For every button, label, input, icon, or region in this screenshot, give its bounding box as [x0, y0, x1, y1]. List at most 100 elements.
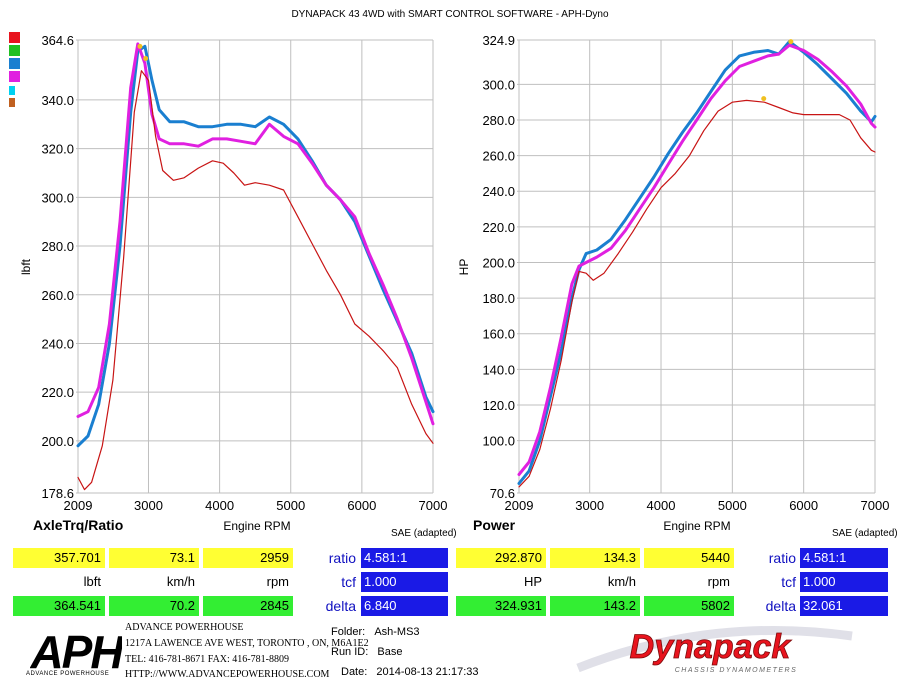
chart-title: Power: [473, 517, 516, 533]
legend-swatch: [9, 58, 20, 69]
torque-peak-rpm: 2845: [203, 596, 293, 616]
correction-standard-label: SAE (adapted): [832, 528, 898, 539]
tcf-label: tcf: [781, 574, 796, 590]
y-tick-label: 260.0: [482, 149, 515, 164]
date-value: 2014-08-13 21:17:33: [376, 666, 479, 678]
torque-unit: lbft: [83, 574, 101, 589]
delta-label: delta: [765, 598, 796, 614]
x-tick-label: 6000: [347, 498, 376, 513]
date-label: Date:: [341, 666, 368, 678]
torque-peak-speed: 70.2: [109, 596, 199, 616]
company-address: 1217A LAWENCE AVE WEST, TORONTO , ON, M6…: [125, 638, 369, 649]
torque-cursor-rpm: 2959: [203, 548, 293, 568]
ratio-label: ratio: [328, 550, 356, 566]
y-tick-label: 200.0: [41, 434, 74, 449]
x-tick-label: 2009: [505, 498, 534, 513]
power-peak-value: 324.931: [456, 596, 546, 616]
series-line: [517, 43, 877, 476]
aph-logo-subtitle: ADVANCE POWERHOUSE: [26, 671, 110, 677]
speed-unit: km/h: [607, 574, 636, 589]
y-tick-label: 340.0: [41, 93, 74, 108]
x-tick-label: 6000: [789, 498, 818, 513]
x-tick-label: 4000: [205, 498, 234, 513]
y-tick-label: 100.0: [482, 434, 515, 449]
legend-swatch: [9, 86, 15, 95]
company-website: HTTP://WWW.ADVANCEPOWERHOUSE.COM: [125, 669, 330, 680]
dynapack-swoosh: [576, 625, 853, 673]
dynapack-logo-text: Dynapack: [630, 628, 793, 666]
legend-swatch: [9, 98, 15, 107]
delta-label: delta: [325, 598, 356, 614]
legend-swatch: [9, 71, 20, 82]
report-title: DYNAPACK 43 4WD with SMART CONTROL SOFTW…: [291, 9, 609, 20]
company-phone: TEL: 416-781-8671 FAX: 416-781-8809: [125, 654, 289, 665]
delta-value: 6.840: [361, 596, 448, 616]
y-tick-label: 180.0: [482, 291, 515, 306]
y-tick-label: 300.0: [482, 77, 515, 92]
y-tick-label: 260.0: [41, 288, 74, 303]
dynapack-logo: Dynapack CHASSIS DYNAMOMETERS: [576, 625, 853, 674]
y-tick-label: 140.0: [482, 362, 515, 377]
ratio-label: ratio: [768, 550, 796, 566]
x-tick-label: 3000: [575, 498, 604, 513]
x-tick-label: 5000: [718, 498, 747, 513]
power-peak-speed: 143.2: [550, 596, 640, 616]
date-row: Date: 2014-08-13 21:17:33: [341, 666, 479, 678]
power-unit: HP: [523, 574, 542, 589]
torque-cursor-speed: 73.1: [109, 548, 199, 568]
aph-logo-text: APH: [30, 626, 122, 674]
x-tick-label: 2009: [64, 498, 93, 513]
y-tick-label: 240.0: [41, 336, 74, 351]
y-tick-label: 120.0: [482, 398, 515, 413]
ratio-value: 4.581:1: [800, 548, 888, 568]
folder-value: Ash-MS3: [374, 626, 420, 638]
x-tick-label: 5000: [276, 498, 305, 513]
peak-marker: [761, 96, 767, 102]
dynapack-logo-subtitle: CHASSIS DYNAMOMETERS: [675, 667, 798, 674]
series-line: [77, 70, 434, 491]
runid-label: Run ID:: [331, 646, 369, 658]
series-line: [517, 40, 877, 485]
tcf-value: 1.000: [361, 572, 448, 592]
rpm-unit: rpm: [266, 574, 289, 589]
peak-marker: [788, 39, 794, 45]
company-name: ADVANCE POWERHOUSE: [125, 622, 244, 633]
y-axis-label: HP: [457, 259, 471, 276]
torque-cursor-value: 357.701: [13, 548, 105, 568]
tcf-value: 1.000: [800, 572, 888, 592]
x-axis-label: Engine RPM: [223, 519, 290, 533]
x-tick-label: 4000: [647, 498, 676, 513]
y-tick-label: 280.0: [41, 239, 74, 254]
y-tick-label: 220.0: [482, 220, 515, 235]
chart-title: AxleTrq/Ratio: [33, 517, 123, 533]
runid-row: Run ID: Base: [331, 646, 402, 658]
power-peak-rpm: 5802: [644, 596, 734, 616]
y-tick-label: 280.0: [482, 113, 515, 128]
power-cursor-speed: 134.3: [550, 548, 640, 568]
power-cursor-rpm: 5440: [644, 548, 734, 568]
power-cursor-value: 292.870: [456, 548, 546, 568]
legend-swatch: [9, 45, 20, 56]
y-tick-label: 70.6: [490, 486, 515, 501]
ratio-value: 4.581:1: [361, 548, 448, 568]
runid-value: Base: [377, 646, 403, 658]
y-tick-label: 200.0: [482, 255, 515, 270]
folder-row: Folder: Ash-MS3: [331, 626, 420, 638]
folder-label: Folder:: [331, 626, 366, 638]
series-line: [76, 42, 435, 426]
y-axis-label: lbft: [19, 258, 33, 275]
y-tick-label: 364.6: [41, 33, 74, 48]
legend-swatch: [9, 32, 20, 43]
y-tick-label: 220.0: [41, 385, 74, 400]
speed-unit: km/h: [166, 574, 195, 589]
y-tick-label: 178.6: [41, 486, 74, 501]
y-tick-label: 160.0: [482, 327, 515, 342]
x-tick-label: 3000: [134, 498, 163, 513]
correction-standard-label: SAE (adapted): [391, 528, 457, 539]
x-axis-label: Engine RPM: [663, 519, 730, 533]
x-tick-label: 7000: [861, 498, 890, 513]
rpm-unit: rpm: [707, 574, 730, 589]
y-tick-label: 324.9: [482, 33, 515, 48]
